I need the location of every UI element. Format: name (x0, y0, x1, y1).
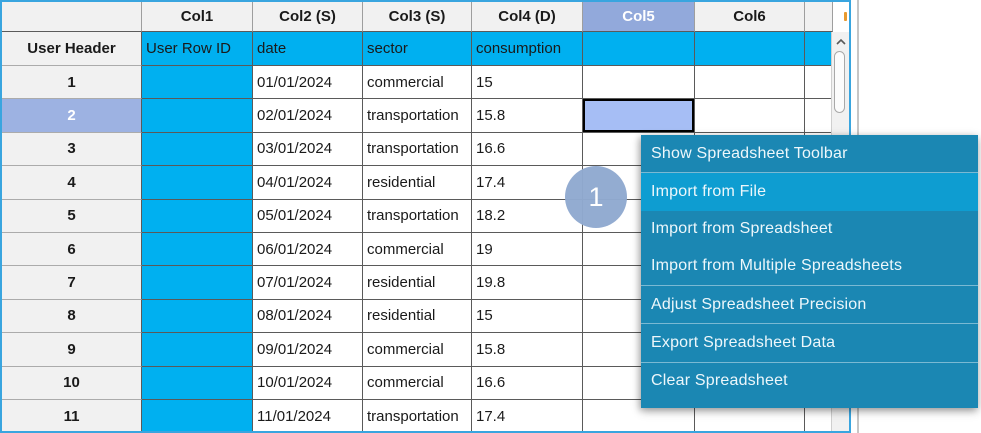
row-header[interactable]: 4 (2, 166, 142, 200)
row-header[interactable]: 11 (2, 399, 142, 431)
column-header-col5-selected[interactable]: Col5 (583, 2, 695, 32)
row-header-selected[interactable]: 2 (2, 99, 142, 133)
cell-consumption[interactable]: 15 (472, 299, 583, 334)
row-header[interactable]: 8 (2, 299, 142, 334)
cell-row-id[interactable] (142, 99, 253, 133)
cell-date[interactable]: 06/01/2024 (253, 232, 363, 267)
cell-consumption[interactable]: 18.2 (472, 199, 583, 233)
spreadsheet-context-menu: Show Spreadsheet Toolbar Import from Fil… (641, 135, 978, 408)
cell-consumption[interactable]: 17.4 (472, 399, 583, 431)
cell-empty[interactable] (583, 66, 695, 100)
row-header[interactable]: 3 (2, 132, 142, 167)
menu-separator (641, 323, 978, 325)
cell-sector[interactable]: commercial (363, 333, 472, 367)
cell-date[interactable]: 01/01/2024 (253, 66, 363, 100)
cell-sector[interactable]: commercial (363, 232, 472, 267)
cell-row-id[interactable] (142, 166, 253, 200)
menu-separator (641, 285, 978, 287)
menu-item-adjust-spreadsheet-precision[interactable]: Adjust Spreadsheet Precision (651, 295, 867, 313)
menu-separator (641, 172, 978, 174)
menu-item-clear-spreadsheet[interactable]: Clear Spreadsheet (651, 372, 788, 390)
cell-user-row-id[interactable]: User Row ID (142, 32, 253, 66)
row-header[interactable]: 6 (2, 232, 142, 267)
cell-row-id[interactable] (142, 266, 253, 300)
cell-sector[interactable]: commercial (363, 366, 472, 400)
selected-cell[interactable] (583, 99, 695, 133)
column-resize-marker (844, 12, 847, 21)
cell-sector[interactable]: transportation (363, 99, 472, 133)
row-header[interactable]: 9 (2, 333, 142, 367)
cell-consumption[interactable]: 19.8 (472, 266, 583, 300)
cell-header-sector[interactable]: sector (363, 32, 472, 66)
cell-row-id[interactable] (142, 199, 253, 233)
cell-date[interactable]: 11/01/2024 (253, 399, 363, 431)
row-header[interactable]: 5 (2, 199, 142, 233)
menu-item-import-from-multiple-spreadsheets[interactable]: Import from Multiple Spreadsheets (651, 257, 903, 275)
cell-sector[interactable]: residential (363, 166, 472, 200)
menu-item-show-spreadsheet-toolbar[interactable]: Show Spreadsheet Toolbar (651, 144, 848, 162)
cell-row-id[interactable] (142, 299, 253, 334)
cell-empty[interactable] (695, 66, 805, 100)
cell-consumption[interactable]: 17.4 (472, 166, 583, 200)
annotation-badge: 1 (565, 166, 627, 228)
cell-consumption[interactable]: 19 (472, 232, 583, 267)
column-header-col1[interactable]: Col1 (142, 2, 253, 32)
column-header-col2[interactable]: Col2 (S) (253, 2, 363, 32)
cell-date[interactable]: 08/01/2024 (253, 299, 363, 334)
cell-date[interactable]: 04/01/2024 (253, 166, 363, 200)
cell-consumption[interactable]: 16.6 (472, 132, 583, 167)
cell-sector[interactable]: residential (363, 299, 472, 334)
cell-row-id[interactable] (142, 66, 253, 100)
cell-sector[interactable]: transportation (363, 132, 472, 167)
column-header-col3[interactable]: Col3 (S) (363, 2, 472, 32)
column-header-col4[interactable]: Col4 (D) (472, 2, 583, 32)
cell-empty[interactable] (805, 99, 833, 133)
cell-date[interactable]: 02/01/2024 (253, 99, 363, 133)
corner-header-cell[interactable] (2, 2, 142, 32)
menu-separator (641, 361, 978, 363)
scrollbar-thumb[interactable] (834, 51, 845, 113)
cell-date[interactable]: 10/01/2024 (253, 366, 363, 400)
cell-consumption[interactable]: 16.6 (472, 366, 583, 400)
cell-row-id[interactable] (142, 333, 253, 367)
cell-empty[interactable] (695, 99, 805, 133)
row-header[interactable]: 1 (2, 66, 142, 100)
cell-header-consumption[interactable]: consumption (472, 32, 583, 66)
cell-row-id[interactable] (142, 232, 253, 267)
cell-header-date[interactable]: date (253, 32, 363, 66)
cell-sector[interactable]: residential (363, 266, 472, 300)
menu-item-export-spreadsheet-data[interactable]: Export Spreadsheet Data (651, 334, 836, 352)
cell-date[interactable]: 09/01/2024 (253, 333, 363, 367)
row-header[interactable]: 10 (2, 366, 142, 400)
cell-consumption[interactable]: 15.8 (472, 333, 583, 367)
cell-consumption[interactable]: 15.8 (472, 99, 583, 133)
menu-item-import-from-file[interactable]: Import from File (641, 173, 978, 211)
cell-sector[interactable]: transportation (363, 199, 472, 233)
cell-header-empty[interactable] (805, 32, 833, 66)
cell-sector[interactable]: commercial (363, 66, 472, 100)
cell-row-id[interactable] (142, 399, 253, 431)
annotation-badge-label: 1 (588, 181, 604, 212)
column-header-partial[interactable] (805, 2, 833, 32)
cell-row-id[interactable] (142, 366, 253, 400)
cell-header-empty[interactable] (695, 32, 805, 66)
column-header-col6[interactable]: Col6 (695, 2, 805, 32)
scroll-up-icon[interactable] (832, 35, 849, 49)
cell-date[interactable]: 07/01/2024 (253, 266, 363, 300)
row-header[interactable]: 7 (2, 266, 142, 300)
cell-row-id[interactable] (142, 132, 253, 167)
cell-empty[interactable] (805, 66, 833, 100)
cell-sector[interactable]: transportation (363, 399, 472, 431)
menu-item-import-from-spreadsheet[interactable]: Import from Spreadsheet (651, 220, 833, 238)
cell-date[interactable]: 03/01/2024 (253, 132, 363, 167)
cell-date[interactable]: 05/01/2024 (253, 199, 363, 233)
row-header-user[interactable]: User Header (2, 32, 142, 66)
cell-consumption[interactable]: 15 (472, 66, 583, 100)
cell-header-empty[interactable] (583, 32, 695, 66)
